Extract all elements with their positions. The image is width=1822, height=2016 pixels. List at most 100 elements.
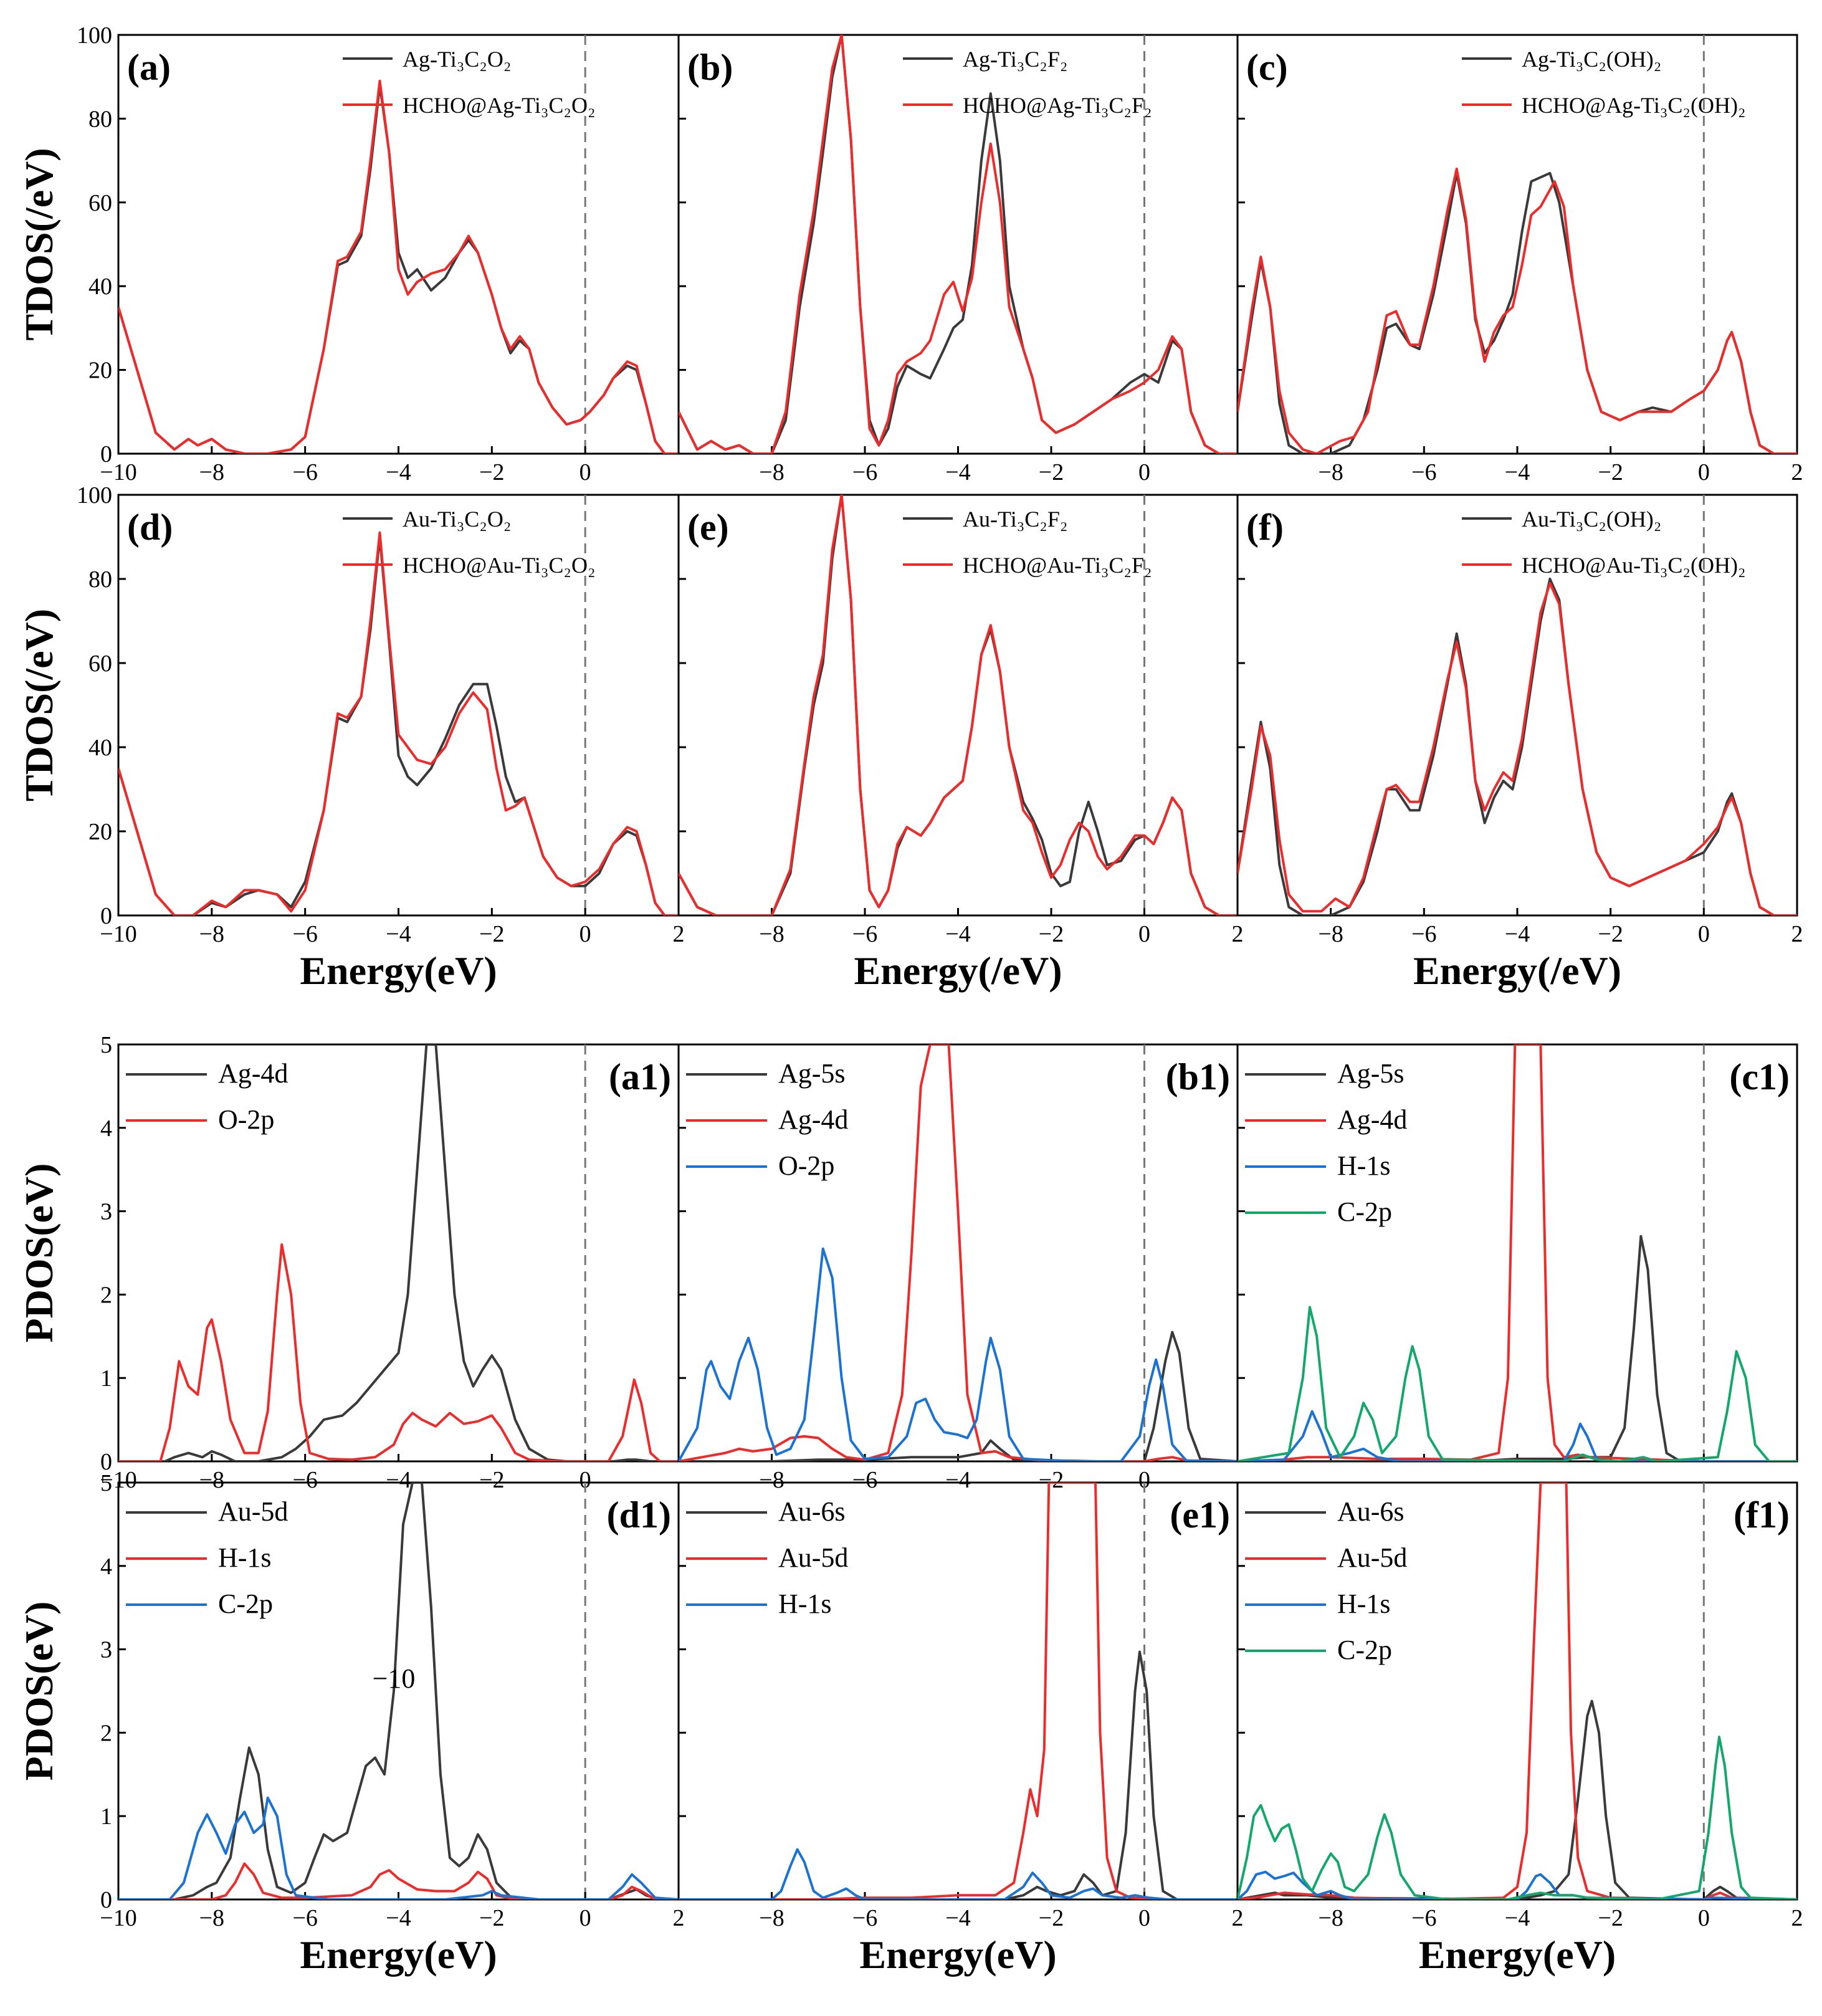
x-tick-label: 0 bbox=[580, 459, 591, 485]
x-tick-label: −8 bbox=[759, 1467, 784, 1493]
series-line-HCHO@Ag-Ti3C2O2 bbox=[118, 79, 679, 454]
y-tick-label: 2 bbox=[100, 1282, 112, 1308]
x-tick-label: 2 bbox=[1791, 921, 1803, 947]
x-tick-label: −4 bbox=[945, 1467, 970, 1493]
series-line-Au-Ti3C2(OH)2 bbox=[1238, 578, 1797, 915]
x-tick-label: 2 bbox=[1791, 459, 1803, 485]
x-tick-label: 2 bbox=[1232, 921, 1244, 947]
legend-label: Ag-4d bbox=[778, 1104, 848, 1135]
x-tick-label: −6 bbox=[852, 921, 877, 947]
x-tick-label: −6 bbox=[852, 1467, 877, 1493]
x-tick-label: −6 bbox=[852, 459, 877, 485]
x-tick-label: 0 bbox=[580, 1467, 591, 1493]
series-line-Ag-Ti3C2(OH)2 bbox=[1238, 171, 1797, 454]
x-tick-label: 0 bbox=[1698, 459, 1710, 485]
legend-label: HCHO@Ag-Ti₃C₂F₂ bbox=[963, 93, 1152, 118]
legend-label: O-2p bbox=[218, 1104, 274, 1135]
y-tick-label: 3 bbox=[100, 1199, 112, 1225]
y-tick-label: 100 bbox=[77, 22, 112, 49]
legend-label: HCHO@Au-Ti₃C₂(OH)₂ bbox=[1522, 553, 1746, 578]
x-tick-label: −8 bbox=[1318, 459, 1343, 485]
x-tick-label: −6 bbox=[292, 459, 317, 485]
series-line-Au-5d bbox=[1238, 1483, 1797, 1899]
y-tick-label: 0 bbox=[100, 441, 112, 467]
legend-label: C-2p bbox=[1337, 1635, 1392, 1665]
x-tick-label: 0 bbox=[1138, 1905, 1150, 1931]
series-line-C-2p bbox=[118, 1796, 679, 1899]
x-tick-label: −4 bbox=[386, 1905, 411, 1931]
x-axis-title: Energy(eV) bbox=[300, 1932, 497, 1977]
y-tick-label: 0 bbox=[100, 903, 112, 929]
x-tick-label: 0 bbox=[1138, 921, 1150, 947]
x-tick-label: −6 bbox=[1411, 459, 1436, 485]
y-tick-label: 4 bbox=[100, 1554, 112, 1580]
x-tick-label: 2 bbox=[1791, 1905, 1803, 1931]
legend-label: Au-5d bbox=[218, 1496, 288, 1527]
panel-label: (f) bbox=[1246, 507, 1284, 548]
series-line-Au-6s bbox=[679, 1650, 1238, 1899]
series-line-O-2p bbox=[679, 1247, 1238, 1461]
panel-label: (c1) bbox=[1729, 1056, 1790, 1097]
legend-label: HCHO@Au-Ti₃C₂F₂ bbox=[963, 553, 1152, 578]
legend-label: HCHO@Ag-Ti₃C₂(OH)₂ bbox=[1522, 93, 1746, 118]
x-tick-label: −10 bbox=[100, 921, 136, 947]
panel-f1: −8 −6 −4 −2 0 2 Energy(eV) (f1) Au-6s Au-5d H-1s C-… bbox=[1236, 1481, 1803, 1977]
legend-label: H-1s bbox=[1337, 1150, 1391, 1181]
y-axis-title: TDOS(/eV) bbox=[17, 148, 61, 340]
legend-label: Au-Ti₃C₂O₂ bbox=[403, 507, 511, 532]
series-line-O-2p bbox=[118, 1243, 679, 1461]
legend-label: Au-Ti₃C₂(OH)₂ bbox=[1522, 507, 1661, 532]
x-tick-label: −4 bbox=[1505, 1905, 1530, 1931]
plot-frame bbox=[677, 34, 1239, 455]
legend-label: Ag-4d bbox=[1337, 1104, 1407, 1135]
legend-label: Ag-5s bbox=[1337, 1058, 1405, 1089]
panel-label: (f1) bbox=[1734, 1494, 1790, 1536]
series-line-Ag-4d bbox=[1238, 1044, 1797, 1461]
panel-label: (b) bbox=[687, 47, 733, 88]
x-tick-label: −8 bbox=[199, 459, 224, 485]
series-line-Ag-4d bbox=[118, 1044, 679, 1461]
x-tick-label: −2 bbox=[479, 1905, 504, 1931]
y-tick-label: 80 bbox=[88, 566, 112, 593]
x-tick-label: −8 bbox=[1318, 1905, 1343, 1931]
plot-frame bbox=[1236, 1043, 1798, 1463]
legend-label: Ag-Ti₃C₂O₂ bbox=[403, 47, 511, 72]
panel-d1: −10 −8 −6 −4 −2 0 2 0 1 2 3 4 5 PDOS(eV) Energy(eV) (d1… bbox=[17, 1470, 685, 1977]
panel-label: (a) bbox=[127, 47, 171, 88]
legend-label: C-2p bbox=[218, 1588, 273, 1619]
x-tick-label: 0 bbox=[580, 921, 591, 947]
y-tick-label: 100 bbox=[77, 482, 112, 509]
series-line-H-1s bbox=[679, 1848, 1238, 1899]
stray-tick-label: −10 bbox=[373, 1663, 416, 1694]
legend-label: Ag-Ti₃C₂F₂ bbox=[963, 47, 1067, 72]
x-axis-title: Energy(eV) bbox=[859, 1932, 1056, 1977]
x-tick-label: −8 bbox=[759, 459, 784, 485]
x-tick-label: 2 bbox=[1232, 1905, 1244, 1931]
x-tick-label: −6 bbox=[852, 1905, 877, 1931]
panel-label: (a1) bbox=[609, 1056, 671, 1097]
y-tick-label: 60 bbox=[88, 190, 112, 216]
plot-frame bbox=[677, 1481, 1239, 1901]
x-tick-label: 0 bbox=[580, 1905, 591, 1931]
x-axis-title: Energy(/eV) bbox=[1413, 948, 1621, 993]
y-tick-label: 40 bbox=[88, 274, 112, 300]
legend-label: Ag-5s bbox=[778, 1058, 846, 1089]
x-tick-label: −4 bbox=[945, 1905, 970, 1931]
panel-e: −8 −6 −4 −2 0 2 Energy(/eV) (e) Au-Ti₃C₂F₂ HCHO@A… bbox=[677, 494, 1244, 993]
series-line-Au-5d bbox=[679, 1483, 1238, 1899]
y-tick-label: 20 bbox=[88, 358, 112, 384]
series-line-HCHO@Au-Ti3C2F2 bbox=[679, 495, 1238, 915]
panel-label: (e1) bbox=[1170, 1494, 1230, 1536]
x-tick-label: −2 bbox=[479, 459, 504, 485]
x-tick-label: −4 bbox=[945, 459, 970, 485]
x-tick-label: −2 bbox=[1598, 1905, 1623, 1931]
legend-label: HCHO@Ag-Ti₃C₂O₂ bbox=[403, 93, 596, 118]
y-axis-title: PDOS(eV) bbox=[17, 1163, 61, 1343]
panel-d: −10 −8 −6 −4 −2 0 2020406080100TDOS(/eV)Energy… bbox=[17, 482, 685, 993]
y-tick-label: 60 bbox=[88, 651, 112, 677]
panel-f: −8 −6 −4 −2 0 2 Energy(/eV) (f) Au-Ti₃C₂(OH)₂ HCH… bbox=[1236, 494, 1803, 993]
x-tick-label: −2 bbox=[1039, 1905, 1064, 1931]
panel-b1: −8 −6 −4 −2 0 (b1) Ag-5s Ag-4d O-2p bbox=[677, 1043, 1239, 1493]
panel-c: −8 −6 −4 −2 0 2 (c) Ag-Ti₃C₂(OH)₂ HCHO@Ag-Ti₃C₂(… bbox=[1236, 34, 1803, 485]
